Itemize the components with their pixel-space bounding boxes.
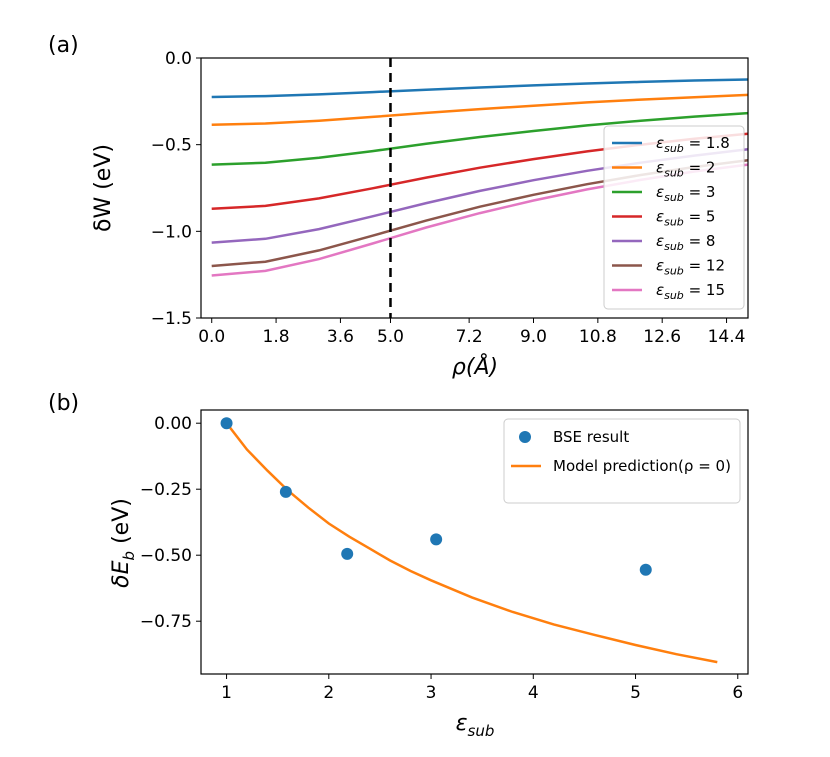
panel-b-x-ticks: 1 2 3 4 5 6 [221,674,743,703]
panel-b-ytick-label: −0.75 [140,612,192,632]
panel-b-xtick-label: 3 [426,683,437,703]
panel-b-xlabel-main: ε [456,711,468,736]
panel-a-legend-label-4: εsub = 8 [656,232,715,253]
panel-b-bse-point [341,547,354,560]
panel-a-xtick-label: 10.8 [579,327,617,347]
panel-a-ytick-label: −0.5 [151,136,192,156]
panel-b-legend-box [503,418,741,504]
panel-b-xtick-label: 5 [630,683,641,703]
panel-a-legend-box [603,125,745,310]
panel-b-xlabel-sub: sub [468,722,495,740]
panel-b-ylabel-main: δE [109,560,134,587]
panel-a-legend-label-1: εsub = 2 [656,159,715,180]
panel-a-ylabel: δW (eV) [91,144,116,232]
panel-b-xtick-label: 4 [528,683,539,703]
panel-b-ylabel: δEb (eV) [109,498,138,588]
panel-b-ytick-label: −0.50 [140,546,192,566]
panel-a-legend-label-6: εsub = 15 [656,281,725,302]
panel-b-ylabel-sub: b [120,551,138,561]
panel-a-xtick-label: 5.0 [377,327,404,347]
panel-a-xtick-label: 0.0 [198,327,225,347]
panel-b-bse-point [220,417,233,430]
panel-a-legend-items: εsub = 1.8 εsub = 2 εsub = 3 εsub = 5 εsub =… [612,134,730,302]
panel-a-series-line-2 [211,111,749,166]
panel-a: (a) 0.0 1.8 3.6 5.0 7.2 9.0 10.8 12.6 14.4 0.0 −0… [48,33,749,380]
panel-b-label: (b) [48,391,79,416]
panel-a-y-ticks: 0.0 −0.5 −1.0 −1.5 [151,49,201,329]
panel-b-xtick-label: 6 [732,683,743,703]
panel-b-bse-point [639,563,652,576]
panel-a-xlabel: ρ(Å) [452,353,498,380]
panel-a-plot-frame [200,57,749,319]
panel-b-ylabel-rest: (eV) [109,498,134,551]
panel-a-legend-label-3: εsub = 5 [656,208,715,229]
panel-a-xtick-label: 1.8 [263,327,290,347]
panel-b-xtick-label: 2 [323,683,334,703]
panel-b-xlabel: εsub [456,711,495,740]
panel-a-ytick-label: 0.0 [165,49,192,69]
panel-b-ytick-label: −0.25 [140,480,192,500]
panel-a-legend-label-2: εsub = 3 [656,183,715,204]
panel-b-y-ticks: 0.00 −0.25 −0.50 −0.75 [140,414,201,632]
panel-b-xtick-label: 1 [221,683,232,703]
panel-a-xtick-label: 3.6 [327,327,354,347]
panel-b-bse-point [279,485,292,498]
panel-a-series [211,78,749,277]
panel-a-xtick-label: 12.6 [643,327,681,347]
panel-b-bse-points [220,417,652,576]
panel-b-legend: BSE result Model prediction(ρ = 0) [503,418,741,504]
panel-a-series-line-1 [211,93,749,126]
panel-a-ytick-label: −1.0 [151,222,192,242]
panel-b-ytick-label: 0.00 [154,414,192,434]
panel-a-xtick-label: 9.0 [520,327,547,347]
panel-a-x-ticks: 0.0 1.8 3.6 5.0 7.2 9.0 10.8 12.6 14.4 [198,318,745,347]
panel-b-legend-marker-bse [519,431,531,443]
panel-a-ytick-label: −1.5 [151,309,192,329]
panel-a-legend: εsub = 1.8 εsub = 2 εsub = 3 εsub = 5 εsub =… [603,125,745,310]
panel-a-series-line-0 [211,78,749,99]
panel-b-bse-point [430,533,443,546]
panel-b-legend-label-model: Model prediction(ρ = 0) [553,457,731,475]
panel-b-plot-frame [200,409,749,675]
panel-a-xtick-label: 14.4 [708,327,746,347]
panel-b: (b) 1 2 3 4 5 6 0.00 −0.25 −0.50 −0.75 εsub δEb … [48,391,749,740]
panel-a-legend-label-0: εsub = 1.8 [656,134,730,155]
panel-b-legend-label-bse: BSE result [553,428,629,446]
panel-a-xtick-label: 7.2 [456,327,483,347]
panel-a-legend-label-5: εsub = 12 [656,257,725,278]
panel-a-label: (a) [48,33,79,58]
